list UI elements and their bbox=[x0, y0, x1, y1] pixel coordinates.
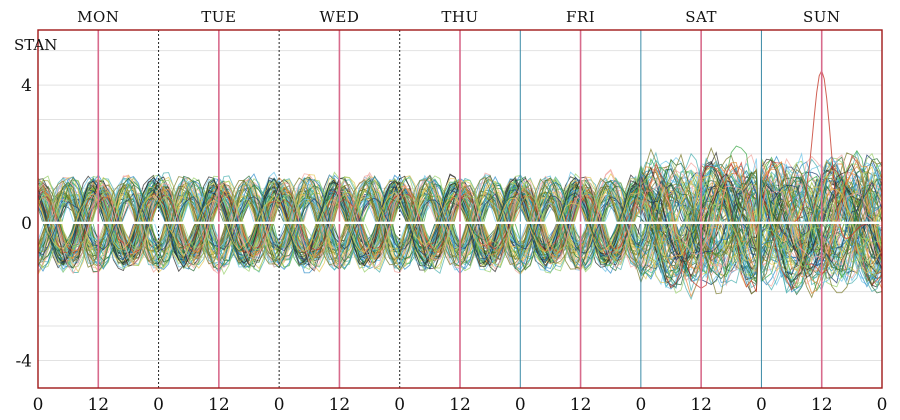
y-axis-label: STAN bbox=[14, 36, 57, 54]
x-tick-label: 0 bbox=[877, 395, 888, 415]
plot-frame bbox=[37, 29, 883, 389]
x-tick-label: 0 bbox=[394, 395, 405, 415]
x-tick-label: 0 bbox=[274, 395, 285, 415]
day-label: FRI bbox=[566, 8, 595, 26]
day-label: SUN bbox=[803, 8, 841, 26]
day-label: WED bbox=[319, 8, 359, 26]
x-tick-label: 0 bbox=[153, 395, 164, 415]
x-tick-label: 12 bbox=[811, 395, 833, 415]
overlay-lines bbox=[38, 30, 882, 388]
x-tick-label: 0 bbox=[635, 395, 646, 415]
x-tick-label: 12 bbox=[570, 395, 592, 415]
x-tick-label: 0 bbox=[515, 395, 526, 415]
day-label: TUE bbox=[201, 8, 236, 26]
day-label: THU bbox=[441, 8, 478, 26]
y-tick-label: 0 bbox=[21, 214, 32, 234]
x-tick-labels: 0 12 0 12 0 12 0 12 0 12 0 12 0 12 0 bbox=[33, 395, 888, 415]
x-tick-label: 12 bbox=[329, 395, 351, 415]
y-tick-label: -4 bbox=[15, 351, 32, 371]
x-tick-label: 12 bbox=[87, 395, 109, 415]
x-tick-label: 0 bbox=[33, 395, 44, 415]
x-tick-label: 12 bbox=[690, 395, 712, 415]
day-label: MON bbox=[77, 8, 119, 26]
x-tick-label: 12 bbox=[208, 395, 230, 415]
y-tick-labels: 4 0 -4 bbox=[15, 76, 32, 371]
y-tick-label: 4 bbox=[21, 76, 32, 96]
x-tick-label: 12 bbox=[449, 395, 471, 415]
day-label: SAT bbox=[685, 8, 717, 26]
x-tick-label: 0 bbox=[756, 395, 767, 415]
day-labels: MON TUE WED THU FRI SAT SUN bbox=[77, 8, 840, 26]
